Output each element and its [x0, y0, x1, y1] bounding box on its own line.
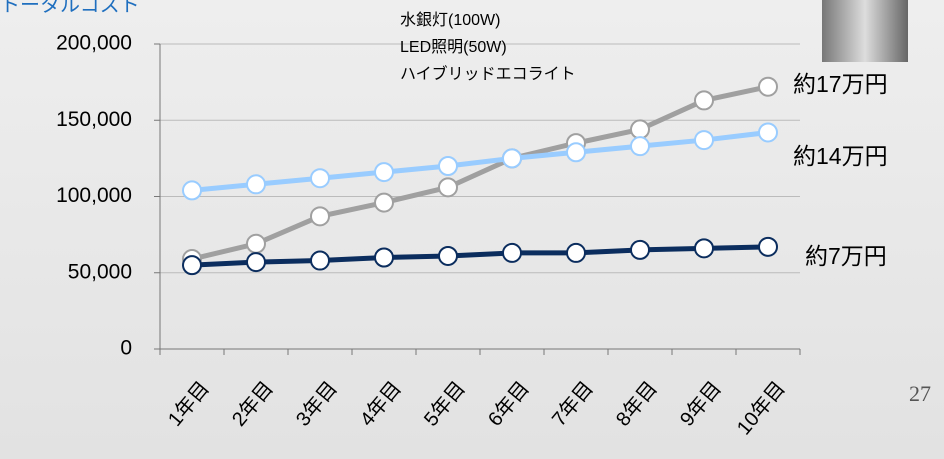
data-point: [246, 233, 266, 254]
data-point: [374, 247, 394, 268]
end-label: 約14万円: [793, 143, 888, 169]
series-line: [191, 244, 769, 268]
y-tick-label: 150,000: [56, 108, 132, 131]
data-point: [758, 122, 778, 143]
data-point: [310, 206, 330, 227]
data-point: [246, 174, 266, 195]
data-point: [502, 148, 522, 169]
y-tick-label: 50,000: [68, 260, 132, 283]
data-point: [566, 242, 586, 263]
end-label: 約7万円: [805, 243, 887, 269]
data-point: [438, 245, 458, 266]
legend-label: 水銀灯(100W): [400, 11, 500, 29]
y-tick-label: 200,000: [56, 32, 132, 55]
data-point: [694, 130, 714, 151]
data-point: [438, 177, 458, 198]
decoration: [822, 0, 908, 62]
chart-title: トータルコスト: [0, 0, 140, 16]
series-line: [191, 84, 769, 262]
data-point: [758, 236, 778, 257]
data-point: [502, 242, 522, 263]
data-point: [374, 162, 394, 183]
data-point: [758, 76, 778, 97]
data-point: [630, 119, 650, 140]
data-point: [310, 250, 330, 271]
data-point: [182, 255, 202, 276]
end-label: 約17万円: [793, 71, 888, 97]
data-point: [694, 90, 714, 111]
data-point: [374, 192, 394, 213]
data-point: [566, 142, 586, 163]
series-line: [191, 129, 769, 193]
data-point: [694, 238, 714, 259]
data-point: [630, 136, 650, 157]
page-number: 27: [909, 381, 931, 406]
data-point: [630, 239, 650, 260]
data-point: [246, 252, 266, 273]
data-point: [438, 156, 458, 176]
data-point: [310, 168, 330, 189]
y-tick-label: 100,000: [56, 184, 132, 207]
legend-label: ハイブリッドエコライト: [400, 64, 576, 83]
legend-label: LED照明(50W): [400, 38, 507, 56]
y-tick-label: 0: [120, 337, 132, 360]
data-point: [182, 180, 202, 201]
